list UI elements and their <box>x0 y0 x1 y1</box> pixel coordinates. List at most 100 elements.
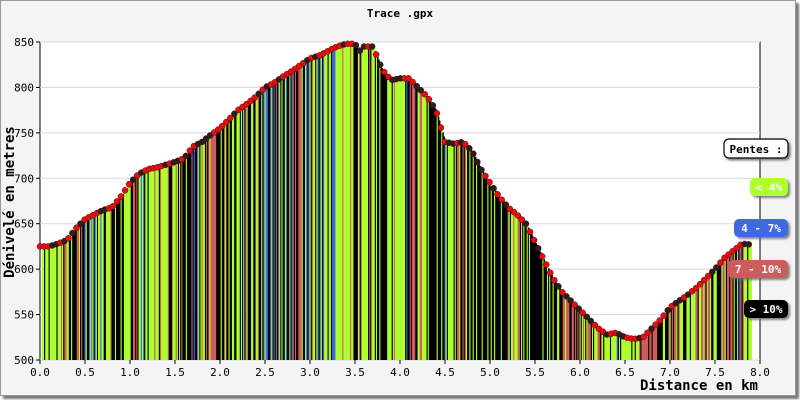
slope-bar <box>166 164 169 360</box>
slope-bar <box>699 284 702 360</box>
slope-bar <box>533 238 535 360</box>
slope-bar <box>377 56 379 361</box>
slope-bar <box>242 107 244 361</box>
slope-bar <box>508 207 511 360</box>
slope-bar <box>474 156 477 360</box>
slope-bar <box>260 92 262 360</box>
slope-bar <box>677 302 679 360</box>
slope-bar <box>185 155 188 360</box>
slope-bar <box>170 163 172 360</box>
slope-bar <box>270 84 272 360</box>
profile-point <box>482 172 489 180</box>
slope-bar <box>630 338 632 360</box>
slope-bar <box>505 204 507 360</box>
slope-bar <box>203 140 206 360</box>
slope-bar <box>697 286 700 360</box>
slope-bar <box>435 109 438 360</box>
slope-bar <box>279 79 281 361</box>
slope-bar <box>409 79 412 360</box>
slope-bar <box>95 213 98 360</box>
slope-bar <box>146 169 148 360</box>
slope-bar <box>316 56 318 360</box>
slope-bar <box>618 334 621 360</box>
slope-bar <box>352 43 354 361</box>
slope-bar <box>328 50 331 361</box>
slope-bar <box>438 120 441 360</box>
slope-bar <box>498 195 501 360</box>
slope-bar <box>307 60 309 360</box>
slope-bar <box>287 74 289 360</box>
slope-bar <box>532 236 534 360</box>
legend-label: 7 - 10% <box>735 263 782 276</box>
slope-bar <box>636 338 639 360</box>
slope-bar <box>596 326 598 360</box>
slope-bar <box>237 110 240 361</box>
slope-bar <box>107 208 109 360</box>
slope-bar <box>584 314 586 360</box>
slope-bar <box>306 61 308 361</box>
y-tick-label: 850 <box>14 36 34 49</box>
slope-bar <box>667 310 669 360</box>
slope-bar <box>567 297 569 360</box>
profile-point <box>372 51 380 58</box>
slope-bar <box>261 91 263 360</box>
slope-bar <box>390 79 393 360</box>
profile-point <box>575 305 582 312</box>
slope-bar <box>111 207 114 360</box>
slope-bar <box>460 142 462 360</box>
slope-bar <box>60 242 63 360</box>
slope-bar <box>77 226 80 360</box>
slope-bar <box>357 48 360 360</box>
slope-bar <box>446 142 449 360</box>
slope-bar <box>496 192 498 360</box>
profile-point <box>231 110 238 118</box>
slope-bar <box>71 234 73 360</box>
slope-bar <box>544 261 547 360</box>
slope-bar <box>609 333 612 360</box>
slope-bar <box>416 85 418 361</box>
slope-bar <box>535 243 538 360</box>
slope-bar <box>68 237 71 360</box>
slope-bar <box>94 214 97 360</box>
slope-bar <box>255 96 258 360</box>
slope-bar <box>372 46 375 361</box>
slope-bar <box>482 171 485 360</box>
slope-bar <box>152 168 154 360</box>
slope-bar <box>314 57 316 360</box>
slope-bar <box>638 338 640 360</box>
slope-bar <box>62 242 64 360</box>
x-tick-label: 6.0 <box>570 366 590 379</box>
slope-bar <box>735 248 738 360</box>
slope-bar <box>191 148 193 360</box>
slope-bar <box>514 212 516 360</box>
slope-bar <box>338 45 341 361</box>
legend-label: > 10% <box>749 303 782 316</box>
slope-bar <box>291 71 294 360</box>
slope-bar <box>269 85 271 361</box>
slope-bar <box>186 154 189 360</box>
x-tick-label: 7.5 <box>705 366 725 379</box>
slope-bar <box>379 62 381 360</box>
slope-bar <box>659 320 661 360</box>
slope-bar <box>323 53 325 360</box>
slope-bar <box>576 306 578 360</box>
profile-point <box>405 75 412 82</box>
slope-bar <box>163 165 165 360</box>
slope-bar <box>580 310 583 360</box>
profile-point <box>571 301 578 308</box>
slope-bar <box>258 93 261 360</box>
slope-bar <box>381 68 384 360</box>
slope-bar <box>451 143 453 360</box>
slope-bar <box>552 277 555 360</box>
slope-bar <box>470 149 472 360</box>
slope-bar <box>210 135 213 360</box>
slope-bar <box>138 174 141 360</box>
slope-bar <box>363 46 366 361</box>
slope-bar <box>419 89 422 360</box>
slope-bar <box>236 111 238 361</box>
legend-title: Pentes : <box>730 143 783 156</box>
slope-bar <box>257 94 260 360</box>
slope-bar <box>290 72 292 360</box>
slope-bar <box>129 183 132 360</box>
slope-bar <box>491 185 494 360</box>
